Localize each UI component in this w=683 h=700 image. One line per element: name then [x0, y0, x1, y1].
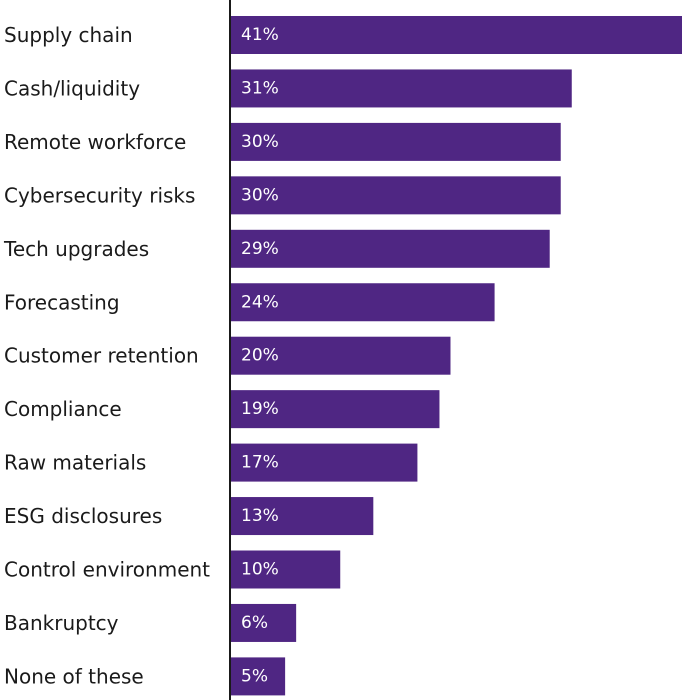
value-label: 5% — [241, 666, 268, 686]
category-label: Tech upgrades — [3, 237, 149, 261]
category-label: Compliance — [4, 397, 122, 421]
value-label: 31% — [241, 78, 279, 98]
value-label: 19% — [241, 399, 279, 419]
category-label: Remote workforce — [4, 130, 186, 154]
category-label: Control environment — [4, 558, 210, 582]
bar — [230, 443, 418, 482]
category-label: None of these — [4, 664, 144, 688]
bar — [230, 283, 495, 322]
value-label: 24% — [241, 292, 279, 312]
value-label: 13% — [241, 506, 279, 526]
category-label: Forecasting — [4, 290, 120, 314]
value-label: 30% — [241, 132, 279, 152]
category-labels-group: Supply chain Cash/liquidity Remote workfor… — [3, 23, 210, 688]
category-label: Bankruptcy — [4, 611, 119, 635]
bar — [230, 657, 286, 696]
bar — [230, 122, 561, 161]
category-label: Cash/liquidity — [4, 76, 140, 100]
value-label: 20% — [241, 346, 279, 366]
bar — [230, 229, 550, 268]
category-label: ESG disclosures — [4, 504, 162, 528]
bar — [230, 550, 341, 589]
value-label: 6% — [241, 613, 268, 633]
bar — [230, 497, 374, 536]
value-label: 41% — [241, 25, 279, 45]
category-label: Supply chain — [4, 23, 133, 47]
value-label: 10% — [241, 560, 279, 580]
value-label: 29% — [241, 239, 279, 259]
category-label: Customer retention — [4, 344, 199, 368]
category-label: Raw materials — [4, 451, 146, 475]
bar — [230, 336, 451, 375]
bar — [230, 603, 297, 642]
bar — [230, 390, 440, 429]
category-label: Cybersecurity risks — [4, 183, 195, 207]
bar — [230, 176, 561, 215]
value-label: 17% — [241, 453, 279, 473]
bar — [230, 16, 682, 54]
bar — [230, 69, 572, 108]
value-labels-group: 41% 31% 30% 30% 29% 24% 20% 19% 17% 13% 10% 6% 5% — [241, 25, 279, 686]
bars-group — [230, 16, 682, 696]
value-label: 30% — [241, 185, 279, 205]
